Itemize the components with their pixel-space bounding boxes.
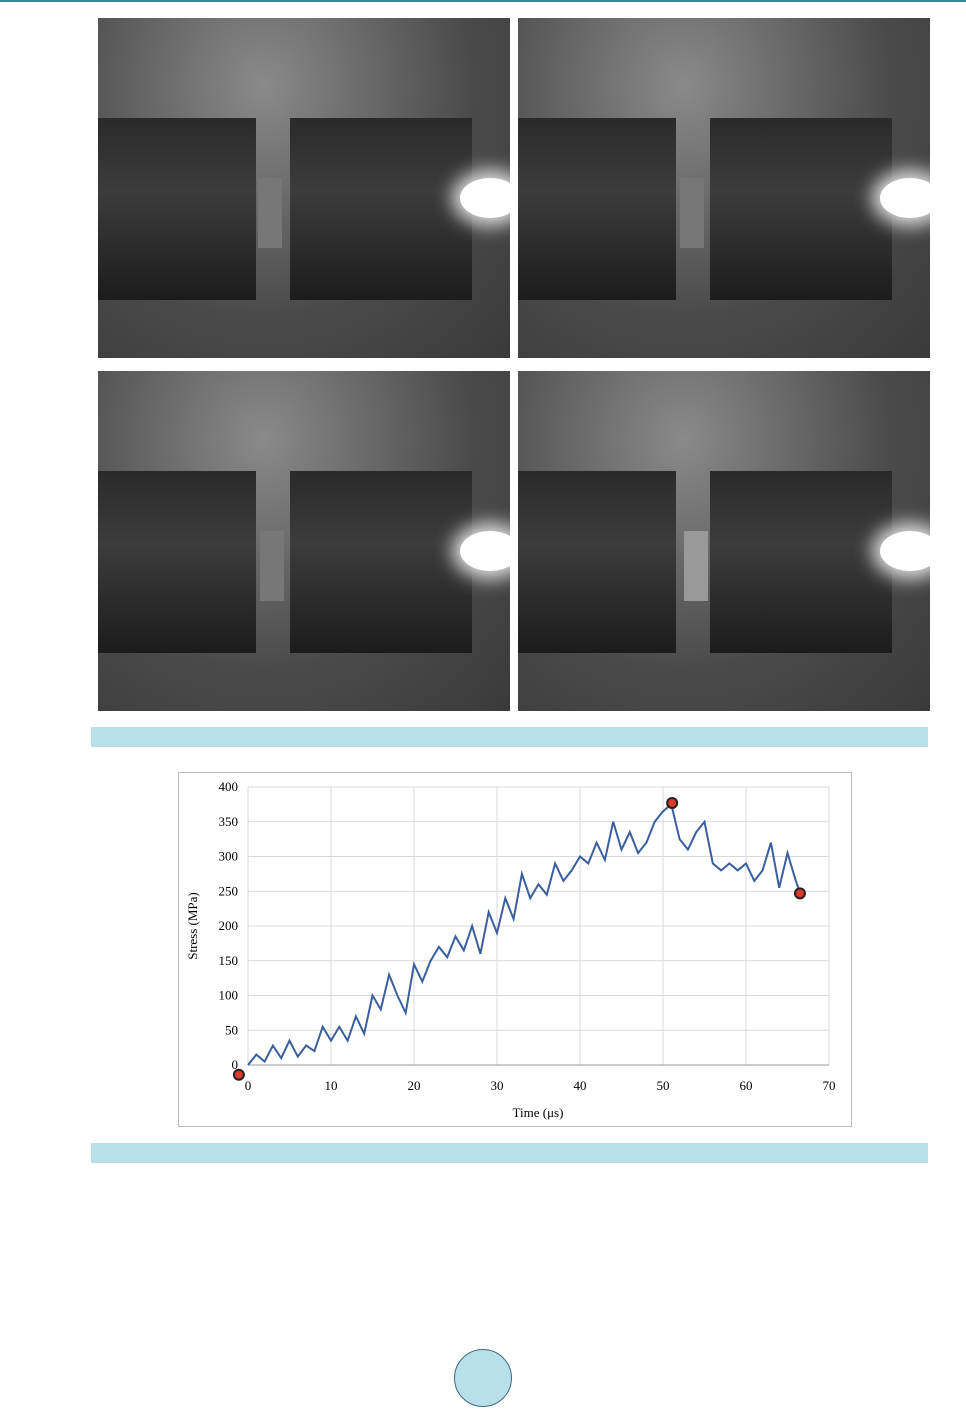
y-tick-label: 0 (232, 1057, 239, 1072)
y-tick-label: 250 (219, 883, 239, 898)
x-tick-label: 0 (245, 1078, 252, 1093)
y-tick-label: 200 (219, 918, 239, 933)
y-tick-label: 300 (219, 849, 239, 864)
photo (98, 18, 510, 358)
photo (518, 18, 930, 358)
y-tick-label: 350 (219, 814, 239, 829)
y-tick-label: 150 (219, 953, 239, 968)
y-tick-label: 400 (219, 779, 239, 794)
caption-bar (91, 1143, 928, 1163)
y-tick-label: 100 (219, 988, 239, 1003)
marker-point (793, 887, 806, 900)
caption-bar (91, 727, 928, 747)
photo (518, 371, 930, 711)
x-tick-label: 20 (408, 1078, 421, 1093)
x-tick-label: 50 (657, 1078, 670, 1093)
chart-frame (178, 772, 852, 1127)
top-rule (0, 0, 966, 2)
page-number-badge (454, 1349, 512, 1407)
y-tick-label: 50 (225, 1022, 238, 1037)
x-tick-label: 10 (325, 1078, 338, 1093)
x-tick-label: 40 (574, 1078, 587, 1093)
line-series (247, 802, 801, 1066)
marker-point (666, 796, 679, 809)
x-axis-label: Time (μs) (513, 1105, 564, 1120)
x-tick-label: 70 (823, 1078, 836, 1093)
photo (98, 371, 510, 711)
y-axis-label: Stress (MPa) (185, 892, 200, 960)
x-tick-label: 60 (740, 1078, 753, 1093)
marker-point (232, 1068, 245, 1081)
x-tick-label: 30 (491, 1078, 504, 1093)
